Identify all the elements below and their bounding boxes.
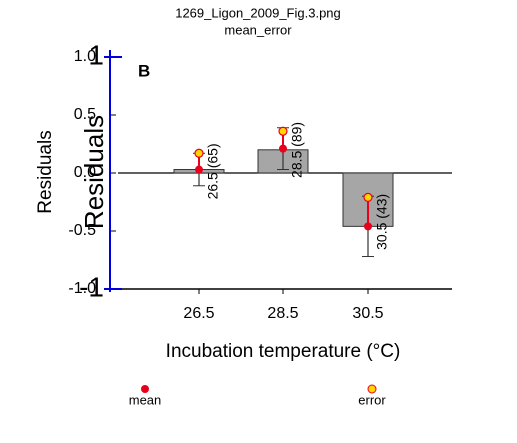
y2-tick-label: -1 <box>79 271 104 302</box>
error-point <box>363 192 373 202</box>
chart-subtitle: mean_error <box>224 22 292 37</box>
panel-label: B <box>138 61 150 80</box>
x-tick-label: 30.5 <box>352 305 383 322</box>
error-point <box>194 148 204 158</box>
y2-tick-label: 1 <box>88 39 104 70</box>
legend-marker <box>367 384 377 394</box>
y-tick-label: -0.5 <box>68 222 96 239</box>
y-tick-label: 1.0 <box>74 48 96 65</box>
error-point <box>278 126 288 136</box>
x-tick-label: 26.5 <box>183 305 214 322</box>
y-tick-label: 0.0 <box>74 164 96 181</box>
y-tick-label: 0.5 <box>74 106 96 123</box>
x-tick-label: 28.5 <box>267 305 298 322</box>
point-label: 26.5 (65) <box>205 143 221 199</box>
legend-label: error <box>358 392 386 407</box>
point-label: 30.5 (43) <box>374 194 390 250</box>
chart-title: 1269_Ligon_2009_Fig.3.png <box>175 5 341 20</box>
mean-point <box>195 165 203 174</box>
legend-marker <box>141 385 149 393</box>
mean-point <box>279 144 287 153</box>
mean-point <box>364 222 372 231</box>
y2-axis-label: Residuals <box>79 115 109 229</box>
y-axis-label: Residuals <box>35 130 56 213</box>
legend-label: mean <box>129 392 162 407</box>
point-label: 28.5 (89) <box>289 122 305 178</box>
x-axis-label: Incubation temperature (°C) <box>166 341 401 362</box>
y-tick-label: -1.0 <box>68 280 96 297</box>
